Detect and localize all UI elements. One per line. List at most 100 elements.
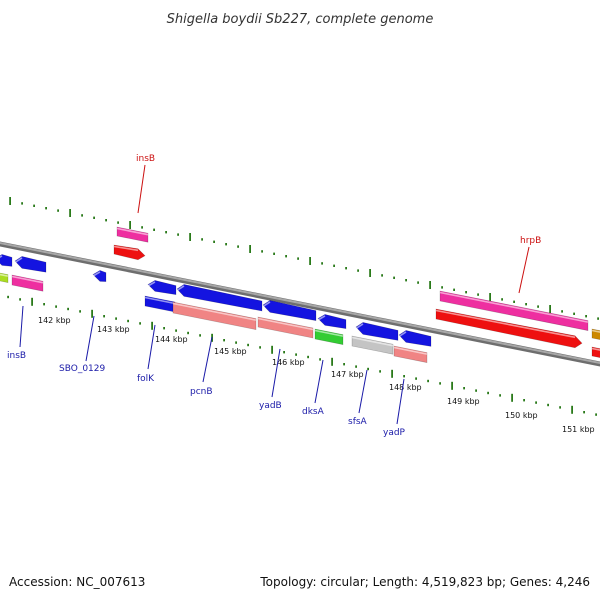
minor-tick (139, 322, 141, 325)
minor-tick (223, 339, 225, 342)
gene-feature-yadB-arrow (262, 300, 317, 321)
gene-label-SBO_0129: SBO_0129 (59, 364, 105, 374)
minor-tick (465, 291, 467, 294)
minor-tick (295, 353, 297, 356)
lower-tick-track (7, 295, 597, 416)
minor-tick (523, 399, 525, 402)
gene-feature-yadB-arrow-body (262, 300, 317, 321)
gene-label-insB-top: insB (136, 154, 155, 164)
major-tick (69, 209, 71, 217)
minor-tick (595, 413, 597, 416)
gene-feature-pcnB-arrow-highlight (176, 285, 185, 292)
minor-tick (513, 300, 515, 303)
gene-label-yadP: yadP (383, 428, 406, 438)
major-tick (249, 245, 251, 253)
minor-tick (55, 305, 57, 308)
minor-tick (585, 315, 587, 318)
major-tick (369, 269, 371, 277)
major-tick (271, 345, 273, 354)
major-tick (489, 293, 491, 301)
gene-feature-hrpB-a-body (439, 290, 589, 331)
leader-line (271, 348, 281, 398)
minor-tick (559, 406, 561, 409)
major-tick (9, 197, 11, 205)
minor-tick (561, 310, 563, 313)
major-tick (151, 321, 153, 330)
gene-feature-edge-lower (591, 346, 600, 358)
minor-tick (345, 267, 347, 270)
minor-tick (367, 367, 369, 371)
gene-label-pcnB: pcnB (190, 387, 213, 397)
minor-tick (81, 214, 83, 217)
gene-feature-hrpB-a (439, 290, 589, 331)
minor-tick (537, 305, 539, 308)
minor-tick (235, 341, 237, 344)
major-tick (571, 405, 573, 414)
gene-feature-yadB-highlight (257, 317, 314, 331)
gene-feature-yadP-body (393, 345, 428, 363)
accession-text: Accession: NC_007613 (9, 575, 145, 589)
minor-tick (547, 403, 549, 407)
gene-feature-pcnB-highlight (172, 302, 257, 321)
kbp-label: 150 kbp (505, 411, 538, 420)
minor-tick (105, 219, 107, 222)
gene-label-sfsA: sfsA (348, 417, 368, 427)
minor-tick (453, 288, 455, 291)
gene-feature-edge-lower-highlight (591, 347, 600, 351)
leader-line (396, 378, 405, 425)
major-tick (129, 221, 131, 229)
minor-tick (343, 363, 345, 366)
major-tick (31, 297, 33, 306)
minor-tick (141, 226, 143, 229)
gene-label-yadB: yadB (259, 401, 282, 411)
minor-tick (321, 262, 323, 265)
gene-feature-dksA-arrow-highlight (317, 315, 326, 321)
gene-feature-SBO_0129-highlight (92, 271, 101, 277)
minor-tick (43, 303, 45, 306)
minor-tick (463, 387, 465, 390)
gene-feature-SBO_0129 (92, 270, 107, 282)
minor-tick (417, 281, 419, 284)
gene-feature-hrpB-b (435, 308, 583, 349)
minor-tick (427, 379, 429, 383)
major-tick (451, 381, 453, 390)
minor-tick (393, 276, 395, 279)
kbp-label: 148 kbp (389, 383, 422, 392)
map-title: Shigella boydii Sb227, complete genome (167, 12, 434, 27)
gene-feature-hrpB-b-highlight (435, 309, 576, 339)
gene-feature-dksA (314, 328, 344, 345)
minor-tick (165, 231, 167, 234)
minor-tick (285, 255, 287, 258)
leader-line (202, 336, 213, 383)
minor-tick (283, 351, 285, 354)
minor-tick (597, 317, 599, 320)
minor-tick (273, 252, 275, 255)
leader-line (314, 359, 324, 404)
gene-feature-folK-arrow-body (147, 280, 177, 295)
kbp-scale: 142 kbp 143 kbp 144 kbp 145 kbp 146 kbp … (38, 316, 595, 434)
gene-feature-left-b-body (14, 256, 47, 273)
minor-tick (127, 319, 129, 323)
minor-tick (201, 238, 203, 241)
minor-tick (535, 401, 537, 404)
minor-tick (319, 358, 321, 361)
minor-tick (117, 221, 119, 224)
gene-feature-dksA-arrow (317, 314, 347, 329)
major-tick (549, 305, 551, 313)
gene-label-hrpB: hrpB (520, 236, 541, 246)
gene-feature-left-c-body (0, 272, 9, 283)
gene-feature-left-b-highlight (14, 257, 23, 264)
gene-feature-edge-upper-highlight (591, 329, 600, 333)
gene-feature-folK (144, 295, 176, 313)
kbp-label: 147 kbp (331, 370, 364, 379)
minor-tick (259, 346, 261, 349)
gene-feature-pcnB-arrow-body (176, 284, 263, 312)
topology-text: Topology: circular; Length: 4,519,823 bp… (259, 575, 590, 589)
minor-tick (163, 327, 165, 330)
gene-feature-insB-upper-b-body (113, 244, 146, 261)
minor-tick (405, 279, 407, 282)
minor-tick (499, 394, 501, 397)
major-tick (391, 369, 393, 378)
gene-feature-insB-upper-b (113, 244, 146, 261)
